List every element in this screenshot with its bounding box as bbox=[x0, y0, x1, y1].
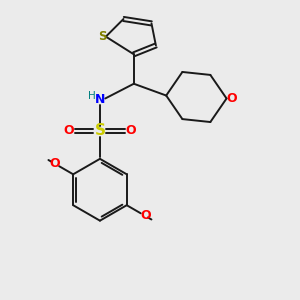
Text: S: S bbox=[94, 123, 105, 138]
Text: O: O bbox=[140, 209, 151, 223]
Text: O: O bbox=[125, 124, 136, 137]
Text: O: O bbox=[226, 92, 237, 105]
Text: S: S bbox=[98, 30, 106, 43]
Text: O: O bbox=[64, 124, 74, 137]
Text: H: H bbox=[88, 92, 96, 101]
Text: O: O bbox=[49, 157, 60, 170]
Text: N: N bbox=[95, 93, 105, 106]
